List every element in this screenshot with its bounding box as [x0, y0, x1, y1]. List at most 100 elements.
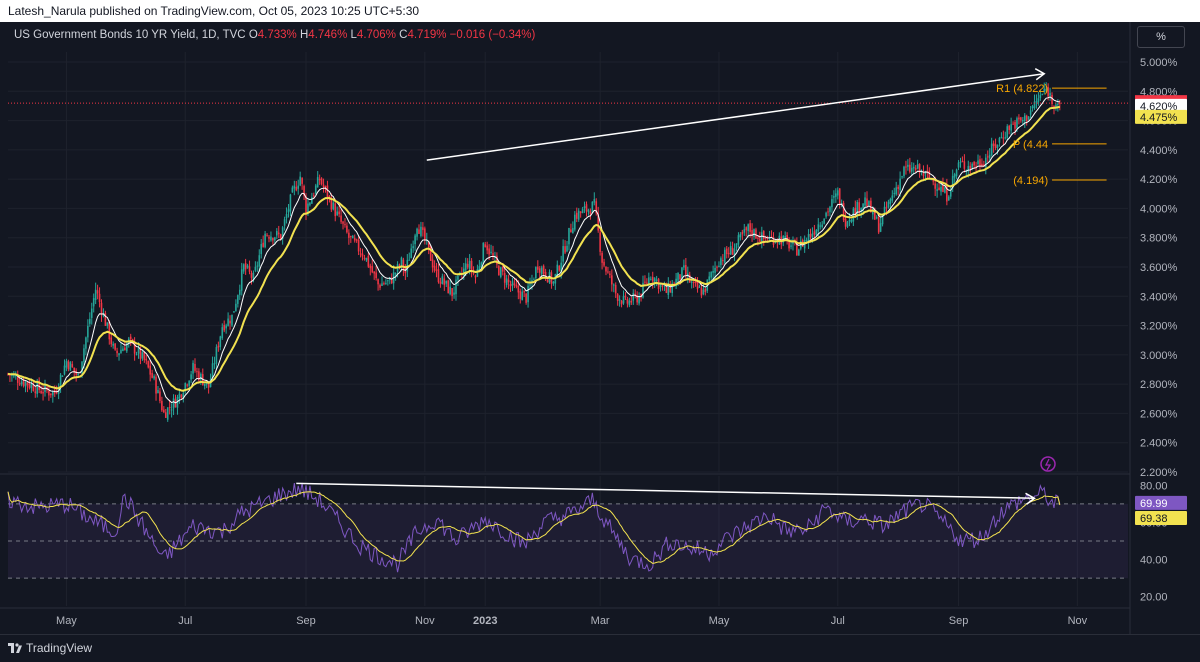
candle-body	[835, 193, 837, 197]
candle-body	[870, 200, 872, 213]
rsi-tick-label: 20.00	[1140, 592, 1168, 604]
candle-body	[451, 288, 453, 297]
candle-body	[490, 251, 492, 253]
chart-canvas[interactable]: R1 (4.822)P (4.44(4.194) 5.000%4.800%4.6…	[0, 0, 1200, 634]
high-label: H	[299, 29, 309, 41]
candle-body	[653, 278, 656, 284]
rsi-value-bg	[1135, 495, 1187, 510]
candle-body	[287, 209, 290, 213]
candle-body	[244, 263, 247, 270]
candle-body	[108, 321, 111, 340]
candle-body	[18, 383, 21, 385]
candle-body	[102, 313, 105, 317]
candle-body	[860, 208, 862, 212]
candle-body	[969, 165, 972, 170]
candle-body	[825, 212, 827, 217]
candle-body	[1023, 115, 1026, 122]
candle-body	[87, 325, 89, 338]
candle-body	[683, 265, 685, 268]
candle-body	[402, 259, 405, 270]
ema-fast-line	[7, 96, 1060, 404]
candle-body	[1016, 118, 1018, 128]
candle-body	[873, 208, 876, 220]
candle-body	[176, 397, 179, 408]
candle-body	[842, 202, 845, 221]
rsi-pane	[7, 456, 1128, 606]
candle-body	[521, 291, 524, 301]
candle-body	[50, 393, 52, 396]
candle-body	[909, 164, 911, 172]
candle-body	[675, 278, 677, 287]
candle-body	[55, 392, 58, 394]
percent-label: %	[1156, 31, 1166, 43]
candle-body	[655, 279, 658, 281]
candle-body	[856, 201, 859, 217]
candle-body	[100, 302, 103, 315]
candle-body	[427, 241, 430, 248]
candle-body	[283, 219, 286, 226]
candle-body	[669, 284, 672, 293]
candle-body	[862, 203, 864, 209]
candle-body	[907, 164, 909, 167]
axes: 5.000%4.800%4.600%4.400%4.200%4.000%3.80…	[0, 22, 1187, 634]
candle-body	[16, 377, 19, 383]
candle-body	[566, 245, 568, 252]
candle-body	[163, 409, 165, 413]
candle-body	[887, 201, 890, 208]
price-trendline	[426, 72, 1045, 161]
price-tick-label: 3.800%	[1140, 233, 1178, 245]
candle-body	[237, 295, 239, 304]
candle-body	[36, 382, 39, 394]
candle-body	[778, 235, 781, 244]
candle-body	[153, 376, 155, 379]
candle-body	[572, 228, 574, 234]
time-tick-label: Nov	[1068, 615, 1088, 627]
candle-body	[1018, 117, 1020, 120]
footer-bar: TradingView	[0, 634, 1200, 662]
candle-body	[149, 365, 151, 375]
candle-body	[182, 393, 185, 399]
candle-body	[22, 379, 25, 386]
candle-body	[934, 183, 936, 189]
candle-body	[529, 284, 531, 286]
candle-body	[457, 275, 459, 280]
candle-body	[200, 373, 202, 380]
candle-body	[394, 273, 397, 275]
candle-body	[1053, 105, 1055, 108]
candle-body	[164, 412, 167, 418]
candle-body	[414, 235, 416, 245]
time-tick-label: May	[709, 615, 730, 627]
candle-body	[387, 280, 389, 282]
candle-body	[422, 227, 424, 230]
candle-body	[254, 266, 257, 271]
candle-body	[277, 232, 280, 235]
percent-scale-button[interactable]: %	[1137, 26, 1185, 48]
candle-body	[891, 195, 894, 201]
candle-body	[708, 276, 711, 281]
candle-body	[48, 391, 50, 396]
candle-body	[170, 409, 173, 411]
candle-body	[649, 278, 652, 280]
candle-body	[642, 282, 644, 298]
candle-body	[833, 196, 835, 198]
candle-body	[338, 211, 340, 215]
candle-body	[1041, 93, 1044, 95]
candle-body	[114, 343, 116, 350]
candle-body	[256, 265, 259, 267]
candle-body	[496, 255, 498, 265]
candle-body	[761, 232, 763, 242]
pivot-label: R1 (4.822)	[996, 83, 1048, 95]
price-tick-label: 3.000%	[1140, 350, 1178, 362]
candle-body	[289, 194, 292, 212]
candle-body	[357, 240, 360, 252]
candle-body	[940, 186, 942, 192]
candle-body	[967, 166, 970, 172]
candle-body	[172, 398, 175, 409]
candle-body	[328, 196, 331, 198]
candle-body	[272, 238, 274, 241]
candle-body	[238, 289, 241, 295]
candle-body	[408, 259, 411, 261]
price-tick-label: 5.000%	[1140, 57, 1178, 69]
candle-body	[575, 212, 578, 219]
candle-body	[704, 288, 707, 293]
